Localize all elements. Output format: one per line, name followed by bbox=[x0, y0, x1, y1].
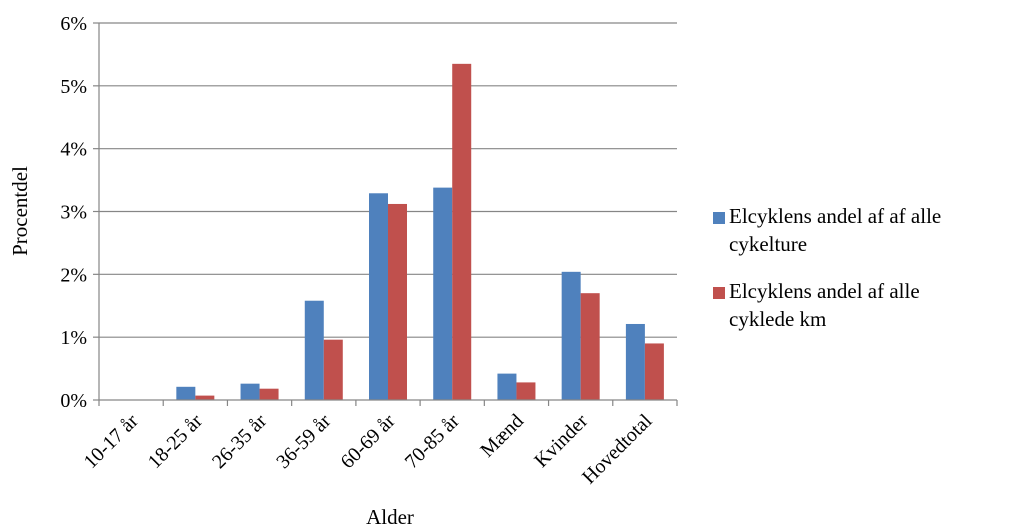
y-tick-label: 1% bbox=[60, 327, 87, 349]
bar-cykelture bbox=[433, 187, 453, 400]
bar-km bbox=[195, 395, 215, 400]
bar-km bbox=[388, 203, 407, 400]
bars bbox=[176, 63, 664, 400]
x-tick-label: 18-25 år bbox=[144, 410, 207, 473]
x-tick-label: 70-85 år bbox=[401, 410, 464, 473]
legend-swatch bbox=[713, 212, 725, 224]
bar-cykelture bbox=[176, 386, 196, 400]
x-tick-label: 60-69 år bbox=[336, 410, 399, 473]
legend-entry: Elcyklens andel af af alle cykelture bbox=[729, 204, 941, 256]
bar-km bbox=[516, 382, 536, 400]
bar-km bbox=[452, 63, 472, 400]
y-tick-label: 4% bbox=[60, 139, 87, 161]
y-tick-label: 6% bbox=[60, 13, 87, 35]
y-tick-label: 3% bbox=[60, 202, 87, 224]
legend-swatch bbox=[713, 287, 725, 299]
bar-cykelture bbox=[497, 373, 517, 400]
x-tick-label: 26-35 år bbox=[208, 410, 271, 473]
x-axis-title: Alder bbox=[366, 505, 414, 529]
bar-km bbox=[580, 293, 600, 400]
bar-cykelture bbox=[304, 300, 324, 400]
bar-cykelture bbox=[561, 271, 581, 400]
bar-km bbox=[644, 343, 664, 400]
x-tick-labels: 10-17 år 18-25 år 26-35 år 36-59 år 60-69 år… bbox=[80, 410, 657, 489]
x-tick-label: Hovedtotal bbox=[578, 410, 657, 489]
y-tick-label: 0% bbox=[60, 390, 87, 412]
x-tick-label: Mænd bbox=[476, 410, 528, 462]
bar-cykelture bbox=[625, 323, 645, 400]
y-tick-label: 2% bbox=[60, 264, 87, 286]
x-tick-label: 10-17 år bbox=[80, 410, 143, 473]
y-tick-labels: 0% 1% 2% 3% 4% 5% 6% bbox=[60, 13, 87, 412]
bar-cykelture bbox=[240, 383, 260, 400]
y-axis-title: Procentdel bbox=[8, 166, 32, 256]
bar-cykelture bbox=[369, 193, 388, 400]
legend-entry: Elcyklens andel af alle cyklede km bbox=[729, 279, 920, 331]
y-tick-label: 5% bbox=[60, 76, 87, 98]
x-tick-label: Kvinder bbox=[530, 410, 592, 472]
bar-km bbox=[323, 339, 343, 400]
legend: Elcyklens andel af af alle cykelture Elcyk… bbox=[713, 204, 941, 331]
axes bbox=[98, 23, 678, 406]
bar-km bbox=[259, 388, 279, 400]
x-tick-label: 36-59 år bbox=[272, 410, 335, 473]
